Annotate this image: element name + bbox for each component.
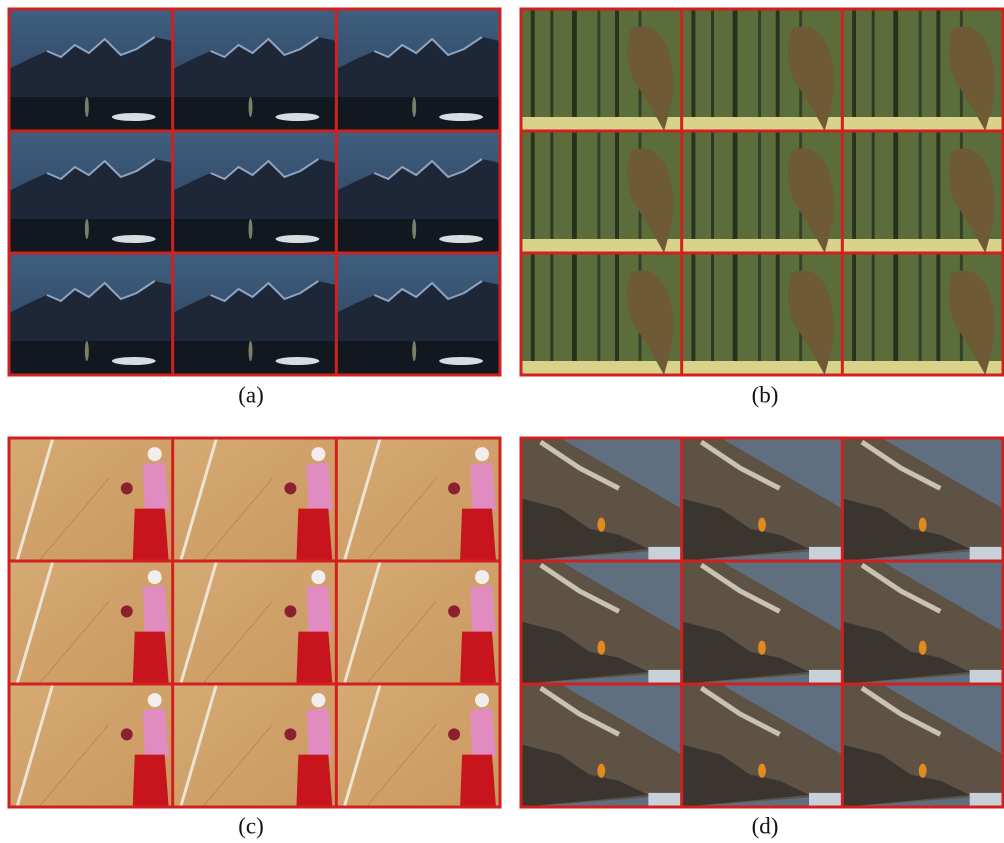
frame-image xyxy=(521,561,682,684)
frame-image xyxy=(336,684,500,807)
frame-image xyxy=(336,438,500,561)
frame-image xyxy=(173,561,337,684)
frame-image xyxy=(521,438,682,561)
caption: (b) xyxy=(752,382,779,407)
caption: (a) xyxy=(238,382,264,407)
frame-image xyxy=(173,9,337,131)
caption: (d) xyxy=(752,813,779,838)
frame-image xyxy=(173,253,337,375)
frame-image xyxy=(682,131,843,253)
frame-image xyxy=(9,561,173,684)
frame-image xyxy=(842,131,1003,253)
frame-image xyxy=(173,684,337,807)
frame-image xyxy=(521,9,682,131)
page: (a) (b) (c) (d) (() => { const data = JS… xyxy=(0,0,1004,843)
frame-image xyxy=(521,131,682,253)
frame-image xyxy=(521,684,682,807)
frame-image xyxy=(842,561,1003,684)
caption: (c) xyxy=(238,813,264,838)
frame-image xyxy=(173,438,337,561)
frame-image xyxy=(521,253,682,375)
frame-image xyxy=(336,9,500,131)
frame-image xyxy=(336,561,500,684)
frame-image xyxy=(336,253,500,375)
frame-image xyxy=(173,131,337,253)
frame-image xyxy=(9,253,173,375)
figure: (a) (b) (c) (d) xyxy=(0,0,1004,843)
frame-image xyxy=(682,9,843,131)
frame-image xyxy=(9,684,173,807)
frame-image xyxy=(9,9,173,131)
frame-image xyxy=(682,561,843,684)
frame-image xyxy=(842,253,1003,375)
frame-image xyxy=(842,9,1003,131)
frame-image xyxy=(682,438,843,561)
frame-image xyxy=(9,131,173,253)
frame-image xyxy=(9,438,173,561)
frame-image xyxy=(842,438,1003,561)
frame-image xyxy=(682,253,843,375)
frame-image xyxy=(842,684,1003,807)
frame-image xyxy=(336,131,500,253)
frame-image xyxy=(682,684,843,807)
